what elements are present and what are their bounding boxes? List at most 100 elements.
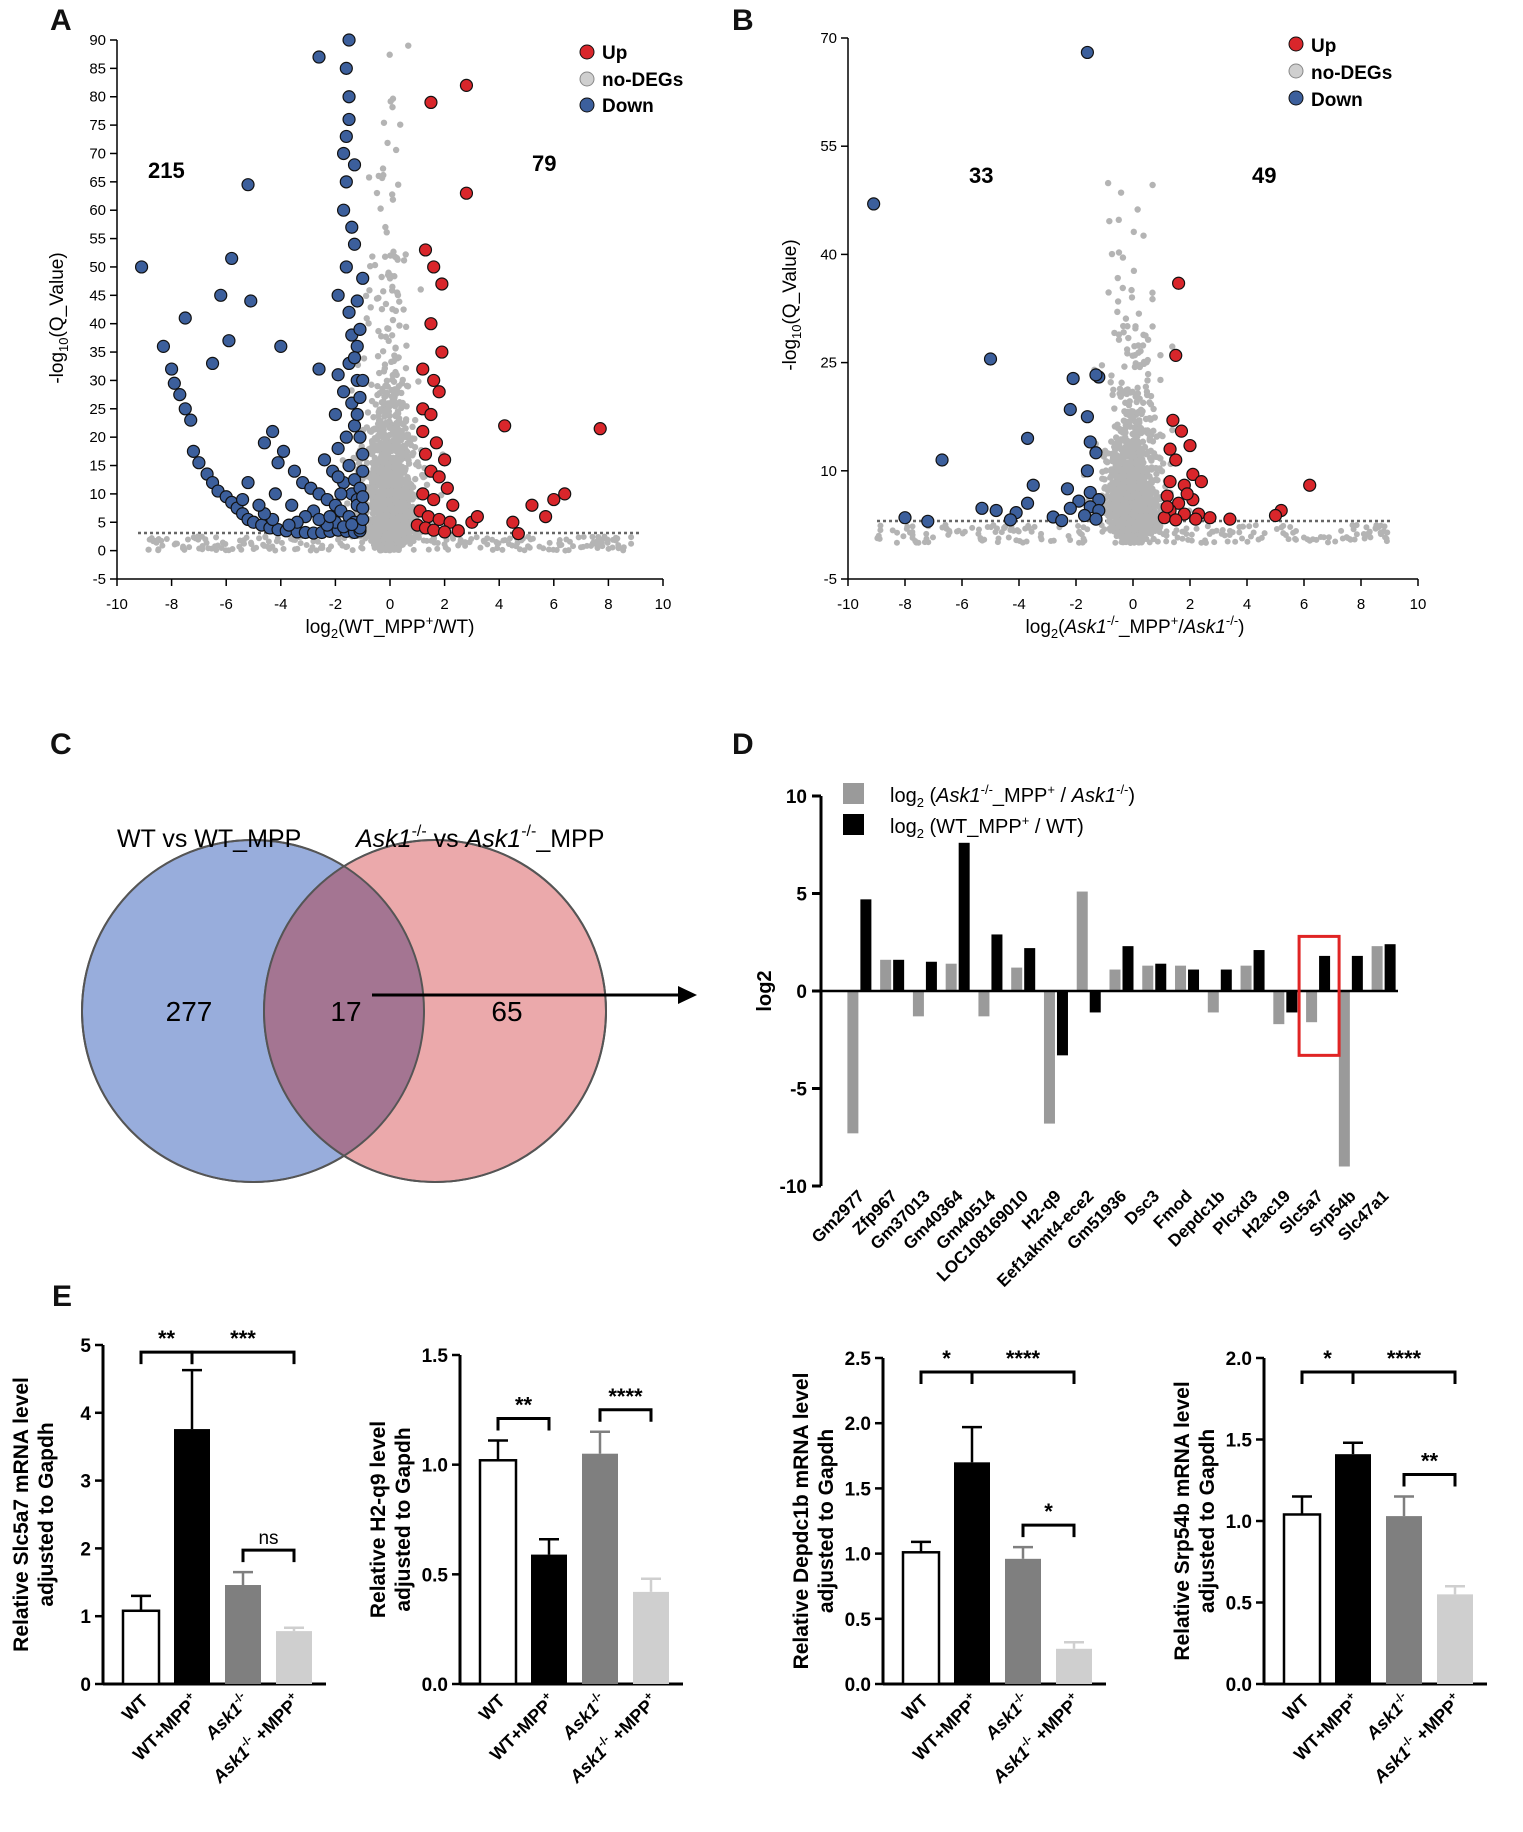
bar-ko [1076,891,1088,991]
volcano-b-yticks: -5 10 25 40 55 70 [820,30,848,588]
nodeg-point [1134,458,1142,466]
bar-d-yticks: -10 -5 0 5 10 [780,787,821,1198]
nodeg-point [1339,535,1346,542]
x-tick-label: 6 [550,596,558,613]
nodeg-point [1139,438,1147,445]
down-point [285,498,299,512]
bar-wt [1089,991,1101,1013]
down-point [989,503,1003,518]
down-point [173,388,187,402]
nodeg-point [1141,513,1148,521]
bar-wt [1253,950,1265,991]
nodeg-point [1128,479,1135,486]
nodeg-point [1118,504,1125,511]
nodeg-point [1144,430,1152,437]
down-point [222,334,236,348]
nodeg-point [1125,504,1133,511]
y-tick-label: 90 [89,32,106,49]
nodeg-point [402,416,410,423]
nodeg-point [1118,539,1125,546]
nodeg-point [1114,308,1121,316]
y-tick-label: -10 [780,1177,807,1198]
y-tick-label: 5 [796,885,807,906]
bar [478,1459,518,1686]
nodeg-point [1349,522,1356,529]
nodeg-point [1252,522,1259,529]
bar [954,1462,990,1684]
sig-label: * [1044,1499,1053,1524]
nodeg-point [1135,310,1143,317]
y-tick-label: 1.5 [1226,1431,1253,1452]
nodeg-point [399,522,406,530]
bar-ko [1142,965,1154,991]
volcano-b-up-points [1157,276,1317,527]
nodeg-point [368,397,376,405]
down-point [1063,501,1077,515]
nodeg-point [402,323,410,331]
up-point [427,373,441,388]
nodeg-point [375,412,382,420]
down-point [347,158,362,172]
down-point [165,362,179,376]
down-point [1080,464,1095,478]
nodeg-point [186,544,193,551]
up-point [446,498,460,512]
nodeg-point [1313,536,1320,543]
nodeg-point [1098,362,1106,369]
nodeg-point [1142,497,1149,504]
down-point [350,339,364,353]
nodeg-point [382,300,390,308]
nodeg-point [344,500,351,507]
nodeg-point [1141,532,1148,539]
legend-b-up-label: Up [1311,36,1336,57]
y-tick-label: 1.0 [845,1545,871,1566]
y-tick-label: 2.5 [845,1349,872,1370]
up-point [429,436,444,450]
down-point [1083,485,1097,500]
nodeg-point [213,534,220,541]
nodeg-point [1211,539,1218,546]
nodeg-point [1138,429,1145,437]
nodeg-point [383,419,390,426]
x-tick-label: 6 [1300,596,1308,613]
volcano-a-down-points [134,33,370,540]
nodeg-point [628,540,635,547]
nodeg-point [372,502,379,509]
nodeg-point [1146,399,1153,406]
nodeg-point [1130,473,1137,480]
down-point [331,368,345,382]
nodeg-point [1132,393,1139,400]
nodeg-point [1146,513,1153,520]
down-point [339,61,353,75]
nodeg-point [222,541,229,548]
down-point [1003,513,1018,527]
nodeg-point [993,525,1000,532]
nodeg-point [385,453,393,461]
nodeg-point [1110,518,1118,526]
down-point [353,430,367,444]
nodeg-point [280,545,287,552]
nodeg-point [375,468,382,475]
nodeg-point [385,408,393,415]
down-point [342,305,356,319]
up-point [1163,442,1177,456]
nodeg-point [628,534,635,541]
nodeg-point [378,273,385,281]
x-tick-label: 10 [655,596,672,613]
panel-label-e: E [52,1280,73,1313]
nodeg-point [1147,497,1155,504]
nodeg-point [1157,376,1164,384]
x-tick-label: 10 [1410,596,1427,613]
down-point [1063,402,1077,417]
x-tick-label: 4 [1243,596,1251,613]
nodeg-point [396,473,403,481]
legend-a-up-label: Up [602,43,627,64]
nodeg-point [1381,523,1388,530]
nodeg-point [1163,532,1170,539]
bar [1056,1648,1092,1684]
nodeg-point [1132,360,1139,367]
up-point [435,345,449,359]
nodeg-point [396,450,403,457]
x-tick-label: -2 [329,596,342,613]
nodeg-point [403,483,411,490]
